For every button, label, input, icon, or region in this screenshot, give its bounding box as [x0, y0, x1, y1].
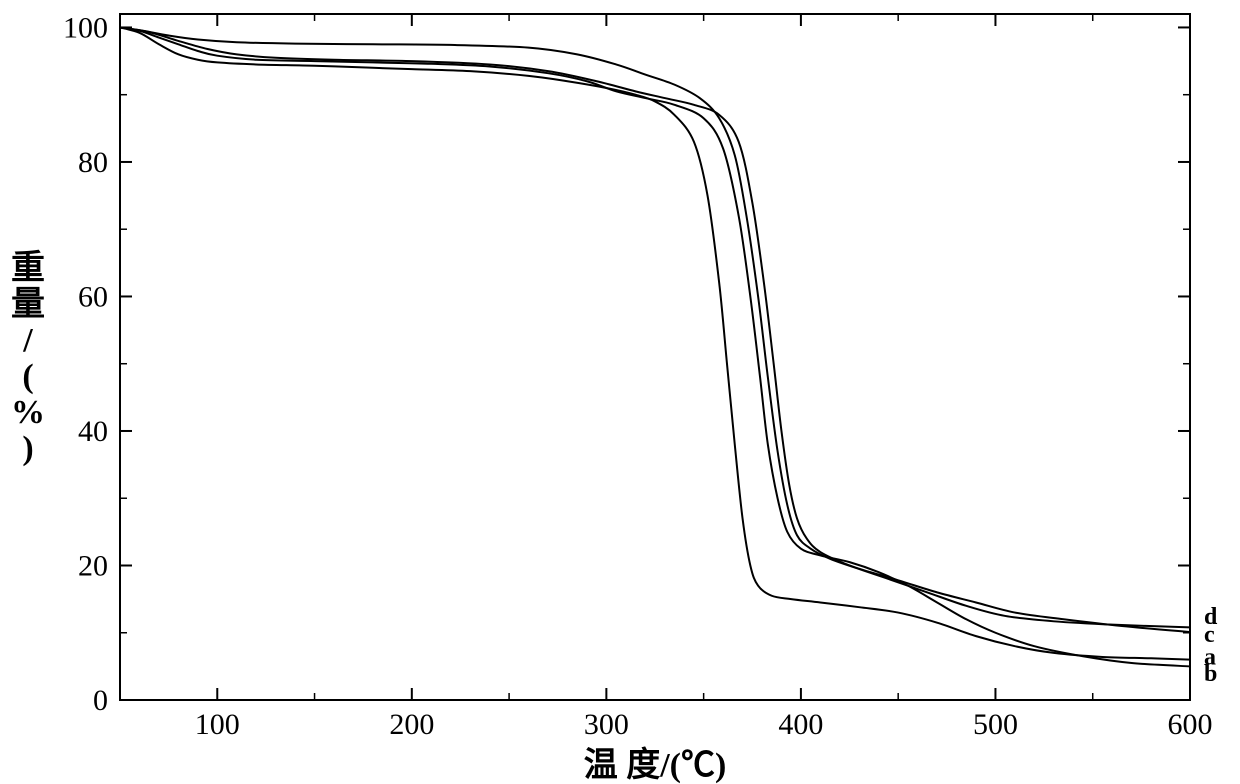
y-axis-label-char: / [22, 322, 33, 359]
y-axis-label-char: ( [22, 358, 33, 395]
x-tick-label: 400 [778, 708, 823, 741]
y-axis-label-char: % [11, 394, 45, 431]
x-tick-label: 100 [195, 708, 240, 741]
tga-chart: 100 200 300 400 500 600 温 度/(℃) 0 20 40 60 80 100 重量/… [0, 0, 1240, 784]
x-tick-label: 500 [973, 708, 1018, 741]
x-tick-label: 300 [584, 708, 629, 741]
series-d [120, 27, 1190, 627]
y-tick-label: 60 [78, 280, 108, 313]
y-axis-label-char: 量 [11, 286, 45, 323]
y-axis-label-char: ) [22, 430, 33, 467]
chart-svg: 100 200 300 400 500 600 温 度/(℃) 0 20 40 60 80 100 重量/… [0, 0, 1240, 784]
x-axis-label: 温 度/(℃) [584, 746, 727, 784]
series-c [120, 27, 1190, 632]
y-tick-label: 0 [93, 684, 108, 717]
x-tick-label: 600 [1168, 708, 1213, 741]
y-tick-label: 100 [63, 11, 108, 44]
series-b [120, 27, 1190, 666]
series-a [120, 27, 1190, 659]
y-tick-label: 40 [78, 415, 108, 448]
y-tick-label: 80 [78, 146, 108, 179]
y-axis-label-char: 重 [11, 249, 45, 287]
series-label-b: b [1204, 661, 1217, 687]
x-tick-label: 200 [389, 708, 434, 741]
y-tick-label: 20 [78, 549, 108, 582]
